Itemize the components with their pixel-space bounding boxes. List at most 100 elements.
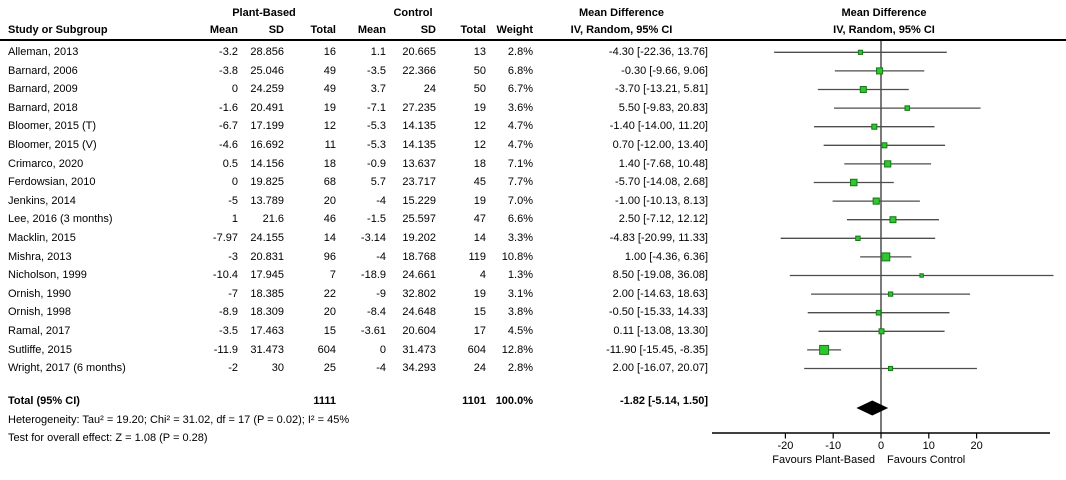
pb_mean-cell: 1 — [231, 213, 238, 226]
pb_total-cell: 96 — [323, 250, 336, 263]
forest-plot-canvas: -20 -10 0 10 20 Favours Plant-Based Favours Co… — [712, 41, 1054, 466]
favours-left-label: Favours Plant-Based — [772, 454, 875, 466]
pb_total-cell: 20 — [323, 194, 336, 207]
c_mean-cell: 0 — [379, 343, 386, 356]
study-name-cell: Macklin, 2015 — [8, 232, 76, 244]
pb_total-cell: 18 — [323, 157, 336, 170]
pb_mean-cell: -5 — [228, 194, 238, 207]
c_mean-cell: -5.3 — [367, 139, 386, 151]
c_mean-cell: -9 — [376, 287, 386, 300]
weight-cell: 2.8% — [507, 46, 533, 58]
pb_total-cell: 68 — [323, 176, 336, 189]
study-name-cell: Bloomer, 2015 (V) — [8, 139, 97, 151]
ci-cell: -0.50 [-15.33, 14.33] — [608, 306, 708, 319]
weight-cell: 3.3% — [507, 232, 533, 244]
ci-cell: -3.70 [-13.21, 5.81] — [615, 83, 708, 96]
pb_sd-cell: 18.309 — [250, 306, 284, 319]
c_mean-cell: -4 — [376, 194, 386, 207]
study-row: Mishra, 2013 -3 20.831 96 -4 18.768 119 10.8% 1.… — [0, 248, 708, 267]
c_total-cell: 19 — [473, 194, 486, 207]
ci-cell: 8.50 [-19.08, 36.08] — [612, 269, 708, 282]
pb_sd-cell: 16.692 — [250, 139, 284, 151]
weight-cell: 7.0% — [507, 194, 533, 207]
weight-cell: 3.8% — [507, 306, 533, 319]
pb_total-cell: 16 — [323, 46, 336, 58]
pb_mean-cell: -1.6 — [219, 101, 238, 114]
pb_sd-cell: 25.046 — [250, 64, 284, 77]
header-divider — [0, 39, 1066, 41]
ci-cell: -1.00 [-10.13, 8.13] — [615, 194, 708, 207]
c_mean-cell: -0.9 — [367, 157, 386, 170]
c_total-cell: 47 — [473, 213, 486, 226]
study-name-cell: Nicholson, 1999 — [8, 269, 87, 282]
c_sd-cell: 19.202 — [402, 232, 436, 244]
mean-marker — [855, 235, 861, 241]
pb_mean-cell: -2 — [228, 362, 238, 375]
pb_sd-cell: 14.156 — [250, 157, 284, 170]
study-name-cell: Bloomer, 2015 (T) — [8, 120, 97, 133]
mean-marker — [919, 273, 924, 278]
c_sd-cell: 31.473 — [402, 343, 436, 356]
ci-cell: -4.30 [-22.36, 13.76] — [608, 46, 708, 58]
c_mean-cell: -18.9 — [360, 269, 386, 282]
pb_total-cell: 15 — [323, 325, 336, 337]
weight-cell: 4.5% — [507, 325, 533, 337]
pb_sd-cell: 30 — [271, 362, 284, 375]
c_mean-cell: 5.7 — [370, 176, 386, 189]
c_total-cell: 604 — [467, 343, 486, 356]
ci-cell: -5.70 [-14.08, 2.68] — [615, 176, 708, 189]
c_total-cell: 17 — [473, 325, 486, 337]
ci-cell: -4.83 [-20.99, 11.33] — [609, 232, 708, 244]
pb_total-cell: 25 — [323, 362, 336, 375]
pb_total-cell: 22 — [323, 287, 336, 300]
mean-marker — [871, 123, 878, 130]
study-name-cell: Mishra, 2013 — [8, 250, 72, 263]
mean-marker — [878, 328, 885, 335]
study-row: Wright, 2017 (6 months) -2 30 25 -4 34.293 24 2… — [0, 359, 708, 378]
c_sd-cell: 14.135 — [402, 120, 436, 133]
study-row: Bloomer, 2015 (V) -4.6 16.692 11 -5.3 14.135 1… — [0, 136, 708, 155]
study-name-cell: Barnard, 2006 — [8, 64, 78, 77]
pb_total-cell: 12 — [323, 120, 336, 133]
md-column-title: Mean Difference — [579, 7, 664, 19]
c_mean-cell: 1.1 — [370, 46, 386, 58]
study-row: Nicholson, 1999 -10.4 17.945 7 -18.9 24.661 4 1… — [0, 266, 708, 285]
mean-marker — [887, 365, 894, 372]
mean-marker — [904, 105, 911, 111]
weight-cell: 6.7% — [507, 83, 533, 96]
c_total-cell: 12 — [473, 120, 486, 133]
c_mean-cell: -3.5 — [367, 64, 386, 77]
pb_sd-cell: 19.825 — [250, 176, 284, 189]
study-row: Jenkins, 2014 -5 13.789 20 -4 15.229 19 7.0% -1.… — [0, 192, 708, 211]
pb_sd-cell: 21.6 — [262, 213, 284, 226]
study-name-cell: Ramal, 2017 — [8, 325, 71, 337]
mean-marker — [872, 197, 880, 205]
c_mean-cell: -4 — [376, 362, 386, 375]
study-name-cell: Wright, 2017 (6 months) — [8, 362, 126, 375]
group-header-plant-based: Plant-Based — [232, 7, 296, 19]
mean-marker — [819, 344, 830, 355]
study-name-cell: Barnard, 2018 — [8, 101, 78, 114]
c_total-cell: 14 — [473, 232, 486, 244]
c_sd-cell: 24 — [423, 83, 436, 96]
pb_mean-cell: -4.6 — [219, 139, 238, 151]
c_sd-cell: 20.604 — [402, 325, 436, 337]
pb_mean-cell: 0 — [231, 83, 238, 96]
study-row: Sutliffe, 2015 -11.9 31.473 604 0 31.473 604 12… — [0, 341, 708, 360]
pb_sd-cell: 17.945 — [250, 269, 284, 282]
ci-cell: 1.00 [-4.36, 6.36] — [624, 250, 708, 263]
pb_sd-cell: 24.155 — [250, 232, 284, 244]
pb_mean-cell: -3 — [228, 250, 238, 263]
axis-tick-label: 10 — [923, 440, 935, 452]
study-name-cell: Lee, 2016 (3 months) — [8, 213, 113, 226]
c_sd-cell: 24.661 — [402, 269, 436, 282]
md-plot-title: Mean Difference — [841, 7, 927, 19]
pb_mean-cell: 0 — [231, 176, 238, 189]
ci-cell: 1.40 [-7.68, 10.48] — [618, 157, 708, 170]
pb_mean-cell: -3.5 — [219, 325, 238, 337]
study-name-cell: Sutliffe, 2015 — [8, 343, 73, 356]
ci-cell: 0.70 [-12.00, 13.40] — [612, 139, 708, 151]
c_mean-cell: -3.61 — [360, 325, 386, 337]
pb_mean-cell: -8.9 — [219, 306, 238, 319]
c_sd-cell: 23.717 — [402, 176, 436, 189]
